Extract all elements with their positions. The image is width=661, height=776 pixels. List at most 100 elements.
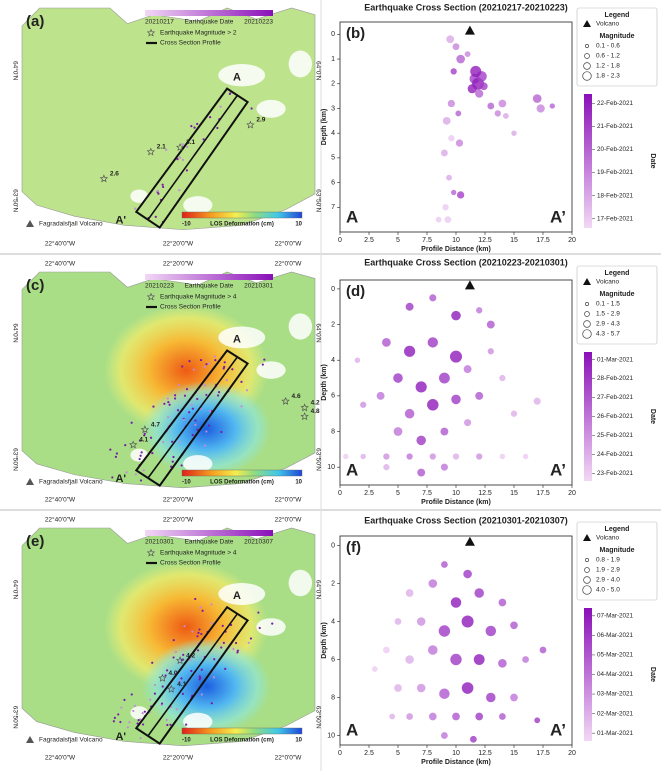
earthquake-point xyxy=(450,653,462,666)
profile-end-label: A xyxy=(233,71,241,83)
map-event xyxy=(166,723,169,727)
profile-end-label: A' xyxy=(115,215,126,227)
y-axis-label: Depth (km) xyxy=(321,622,328,659)
earthquake-point xyxy=(451,394,461,405)
legend-magnitude-label: 1.5 - 2.9 xyxy=(596,311,620,318)
x-tick-label: 20 xyxy=(568,237,576,244)
earthquake-point xyxy=(470,65,482,77)
magnitude-star xyxy=(300,403,309,412)
y-tick-label: 5 xyxy=(331,155,335,162)
profile-line xyxy=(147,356,238,479)
legend-magnitude-label: 1.9 - 2.9 xyxy=(596,567,620,574)
colorbar-tick-label: 01-Mar-2021 xyxy=(597,730,634,737)
volcano-label: Fagradalsfjall Volcano xyxy=(39,737,103,744)
earthquake-point xyxy=(429,294,437,302)
land-outline xyxy=(21,271,316,489)
colorbar-tick-label: 01-Mar-2021 xyxy=(597,356,634,363)
map xyxy=(22,8,315,230)
earthquake-point xyxy=(442,116,451,125)
earthquake-point xyxy=(405,655,414,664)
legend-magnitude-circle xyxy=(585,558,589,562)
map-event xyxy=(198,628,201,631)
map-event xyxy=(164,674,167,677)
map-event xyxy=(137,719,140,722)
colorbar-tick-label: 17-Feb-2021 xyxy=(597,215,634,222)
earthquake-point xyxy=(450,350,462,363)
earthquake-point xyxy=(427,399,439,411)
subsidence-area xyxy=(142,638,272,735)
earthquake-point xyxy=(417,468,426,477)
x-axis-label: Profile Distance (km) xyxy=(421,499,491,506)
map-event xyxy=(183,625,186,628)
chart-title: Earthquake Cross Section (20210217-20210… xyxy=(364,2,568,12)
chart-title: Earthquake Cross Section (20210223-20210… xyxy=(364,257,568,267)
map-event xyxy=(240,405,243,408)
legend-volcano-label: Volcano xyxy=(596,535,620,542)
earthquake-point xyxy=(456,54,465,64)
map-event xyxy=(257,611,260,614)
legend-magnitude-label: 0.6 - 1.2 xyxy=(596,53,620,60)
legend-volcano-label: Volcano xyxy=(596,279,620,286)
legend-star xyxy=(146,548,156,557)
map-event xyxy=(165,718,168,721)
earthquake-point xyxy=(371,666,378,672)
x-tick-label: 0 xyxy=(338,750,342,757)
earthquake-point xyxy=(405,302,414,311)
y-tick-label: 2 xyxy=(331,580,335,587)
magnitude-star xyxy=(175,142,185,151)
earthquake-point xyxy=(549,103,555,109)
legend-date-start: 20210301 xyxy=(145,539,174,546)
x-tick-label: 17.5 xyxy=(536,237,550,244)
legend-magnitude-label: 2.9 - 4.3 xyxy=(596,321,620,328)
earthquake-point xyxy=(441,561,448,568)
earthquake-point xyxy=(389,713,396,720)
map-event xyxy=(143,432,146,435)
profile-line xyxy=(147,613,239,737)
map-event xyxy=(183,394,187,397)
earthquake-point xyxy=(499,374,506,382)
x-tick-label: 15 xyxy=(510,490,518,497)
map-event xyxy=(141,711,144,715)
profile-end-label: A xyxy=(233,333,241,345)
earthquake-point xyxy=(427,337,438,348)
map-event xyxy=(205,363,208,366)
map-event xyxy=(134,207,137,210)
y-tick-label: 10 xyxy=(327,732,335,739)
map-event xyxy=(154,215,157,218)
map-event xyxy=(192,368,196,371)
map-event xyxy=(194,423,197,426)
colorbar xyxy=(584,94,592,228)
earthquake-point xyxy=(532,94,542,103)
map-event xyxy=(139,479,143,482)
map-event xyxy=(142,469,145,472)
longitude-label: 22°40'0"W xyxy=(45,496,76,504)
legend-magnitude-title: Magnitude xyxy=(600,547,635,554)
map-event xyxy=(218,391,221,394)
y-tick-label: 0 xyxy=(331,31,335,38)
map-event xyxy=(224,667,227,671)
earthquake-point xyxy=(394,684,402,692)
magnitude-star xyxy=(140,425,150,434)
earthquake-point xyxy=(428,645,438,655)
y-tick-label: 0 xyxy=(331,542,335,549)
map-event xyxy=(153,683,157,687)
magnitude-annotation: 4.0 xyxy=(169,670,178,677)
map-event xyxy=(112,720,115,723)
x-tick-label: 12.5 xyxy=(478,490,492,497)
map-event xyxy=(200,693,203,696)
earthquake-point xyxy=(455,110,462,117)
map-event xyxy=(111,476,114,479)
map-event xyxy=(180,464,183,467)
earthquake-point xyxy=(479,82,488,91)
latitude-label: 63°50'N xyxy=(11,448,19,471)
earthquake-point xyxy=(522,656,529,663)
x-tick-label: 7.5 xyxy=(422,750,432,757)
colorbar-tick-label: 03-Mar-2021 xyxy=(597,691,634,698)
panel-label: (d) xyxy=(346,283,365,300)
y-tick-label: 2 xyxy=(331,321,335,328)
map-event xyxy=(179,156,182,159)
map-event xyxy=(141,723,145,726)
map-event xyxy=(214,359,217,362)
earthquake-point xyxy=(461,682,474,694)
x-axis-label: Profile Distance (km) xyxy=(421,246,491,253)
